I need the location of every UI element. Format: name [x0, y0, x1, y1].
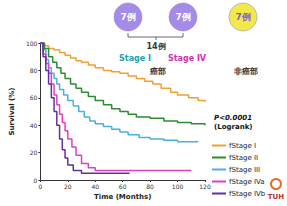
svg-text:60: 60 [119, 183, 127, 190]
svg-text:0: 0 [38, 183, 42, 190]
svg-text:7例: 7例 [235, 12, 250, 22]
svg-text:40: 40 [91, 183, 99, 190]
svg-text:14例: 14例 [146, 42, 165, 51]
svg-text:80: 80 [30, 67, 38, 74]
svg-text:Time (Months): Time (Months) [94, 193, 151, 201]
svg-text:60: 60 [30, 94, 38, 101]
svg-text:TUH: TUH [268, 193, 284, 201]
svg-text:(Logrank): (Logrank) [214, 123, 253, 131]
svg-text:20: 20 [64, 183, 72, 190]
svg-text:120: 120 [199, 183, 211, 190]
svg-text:0: 0 [34, 177, 38, 184]
svg-text:100: 100 [172, 183, 184, 190]
svg-text:Survival (%): Survival (%) [8, 88, 16, 136]
svg-text:7例: 7例 [120, 12, 135, 22]
svg-text:40: 40 [30, 122, 38, 129]
svg-text:fStage IVb: fStage IVb [229, 190, 266, 198]
svg-text:fStage II: fStage II [229, 154, 258, 162]
svg-text:80: 80 [146, 183, 154, 190]
svg-text:P<0.0001: P<0.0001 [214, 114, 252, 122]
svg-text:100: 100 [26, 40, 38, 47]
svg-text:fStage I: fStage I [229, 142, 256, 150]
svg-text:fStage IVa: fStage IVa [229, 178, 265, 186]
svg-text:Stage IV: Stage IV [168, 54, 207, 63]
svg-text:癌部: 癌部 [149, 66, 166, 76]
svg-text:7例: 7例 [175, 12, 190, 22]
svg-text:fStage III: fStage III [229, 166, 260, 174]
svg-text:20: 20 [30, 149, 38, 156]
svg-text:非癌部: 非癌部 [233, 66, 258, 76]
svg-text:Stage I: Stage I [119, 54, 151, 63]
